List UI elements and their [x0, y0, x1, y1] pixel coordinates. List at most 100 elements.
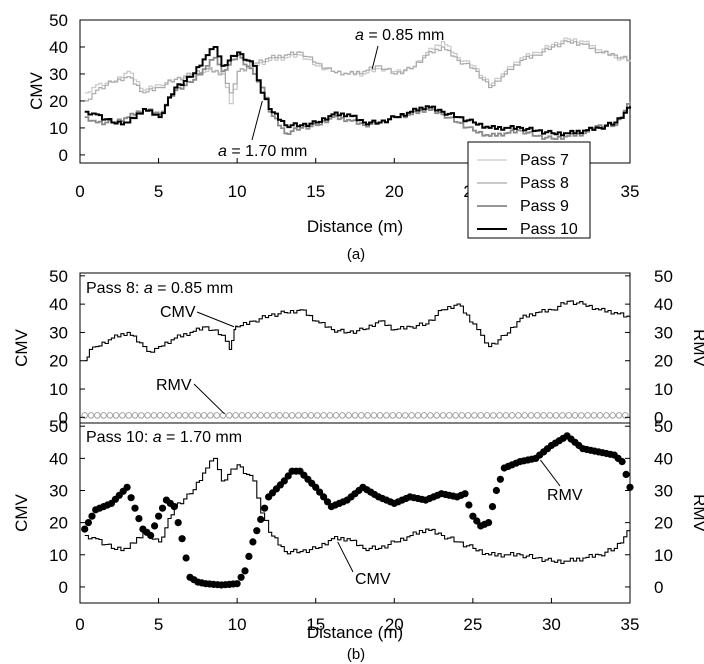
rmv-point: [232, 412, 239, 419]
panel-a: 0510152025303501020304050 CMV Distance (…: [27, 11, 639, 263]
rmv-point: [326, 412, 334, 419]
x-tick-label: 15: [306, 615, 325, 634]
rmv-point: [603, 412, 610, 419]
y2-tick-label: 30: [654, 323, 673, 342]
rmv-point: [485, 519, 493, 527]
rmv-point: [147, 531, 155, 540]
rmv-point: [477, 412, 484, 419]
rmv-point: [446, 412, 453, 419]
rmv-point: [182, 412, 189, 419]
y2-tick-label: 20: [654, 514, 673, 533]
panel-a-y-axis-label: CMV: [27, 71, 46, 109]
panel-b-top-title: Pass 8: a = 0.85 mm: [86, 280, 233, 297]
y2-tick-label: 40: [654, 449, 673, 468]
annotation-arrow: [251, 100, 263, 141]
rmv-point: [402, 412, 409, 419]
rmv-point: [263, 412, 271, 419]
rmv-point: [253, 527, 261, 535]
y-tick-label: 10: [49, 380, 68, 399]
x-tick-label: 5: [154, 615, 163, 634]
rmv-point: [261, 504, 269, 512]
x-tick-label: 25: [463, 615, 482, 634]
rmv-point: [488, 503, 497, 511]
rmv-point: [174, 519, 182, 527]
panel-b-top-y-axis-label: CMV: [12, 328, 31, 366]
rmv-point: [332, 412, 340, 419]
x-tick-label: 35: [621, 182, 640, 201]
rmv-point: [94, 412, 101, 419]
rmv-point: [540, 412, 547, 419]
x-tick-label: 30: [542, 615, 561, 634]
rmv-point: [219, 412, 227, 419]
annotation-rmv: RMV: [547, 487, 583, 504]
legend-label: Pass 9: [520, 198, 569, 215]
rmv-point: [213, 412, 220, 419]
annotation-arrow: [196, 311, 235, 328]
rmv-point: [473, 517, 481, 525]
y-tick-label: 50: [49, 11, 68, 30]
rmv-point: [207, 412, 214, 419]
rmv-point: [596, 412, 604, 419]
x-tick-label: 10: [228, 615, 247, 634]
panel-a-x-axis-label: Distance (m): [307, 217, 403, 236]
rmv-point: [112, 412, 120, 419]
rmv-point: [88, 512, 96, 520]
rmv-point: [276, 412, 283, 419]
rmv-point: [490, 412, 497, 419]
rmv-point: [521, 412, 528, 419]
rmv-point: [515, 412, 522, 419]
y2-tick-label: 0: [654, 408, 663, 427]
rmv-point: [182, 554, 190, 562]
y-tick-label: 40: [49, 38, 68, 57]
rmv-point: [307, 412, 315, 419]
rmv-point: [578, 412, 585, 419]
rmv-point: [241, 567, 249, 575]
y-tick-label: 40: [49, 449, 68, 468]
annotation-a-0.85: a = 0.85 mm: [355, 27, 444, 44]
rmv-point: [492, 486, 500, 495]
rmv-point: [395, 412, 403, 419]
rmv-point: [414, 412, 422, 419]
panel-a-frame: [79, 19, 631, 164]
annotation-arrow: [337, 541, 354, 573]
x-tick-label: 0: [75, 615, 84, 634]
rmv-point: [345, 412, 352, 419]
rmv-point: [200, 412, 208, 419]
y-tick-label: 30: [49, 323, 68, 342]
rmv-point: [339, 412, 346, 419]
rmv-point: [314, 412, 321, 419]
panel-b-bottom-y2-axis-label: RMV: [690, 494, 704, 532]
rmv-point: [622, 412, 629, 419]
rmv-point: [131, 504, 139, 512]
rmv-point: [452, 412, 459, 419]
rmv-point: [584, 412, 591, 419]
panel-b-top-y2-axis-label: RMV: [690, 329, 704, 367]
rmv-point: [469, 512, 477, 520]
rmv-point: [471, 412, 478, 419]
panel-b-bottom-series: [81, 432, 634, 589]
y-tick-label: 0: [59, 146, 68, 165]
panel-b-top-series: [81, 300, 631, 419]
rmv-point: [249, 538, 257, 546]
y2-tick-label: 50: [654, 267, 673, 286]
rmv-point: [483, 412, 491, 419]
y-tick-label: 10: [49, 119, 68, 138]
rmv-point: [226, 412, 233, 419]
rmv-point: [84, 519, 92, 527]
rmv-point: [376, 412, 384, 419]
rmv-point: [257, 515, 265, 524]
rmv-point: [288, 412, 296, 419]
rmv-point: [383, 412, 390, 419]
y-tick-label: 20: [49, 514, 68, 533]
x-tick-label: 10: [228, 182, 247, 201]
y-tick-label: 20: [49, 92, 68, 111]
rmv-point: [534, 412, 541, 419]
rmv-point: [169, 412, 176, 419]
rmv-point: [496, 475, 504, 483]
annotation-rmv: RMV: [156, 377, 192, 394]
rmv-point: [312, 483, 320, 491]
series-line-pass-9: [84, 54, 631, 140]
rmv-point: [156, 412, 164, 419]
